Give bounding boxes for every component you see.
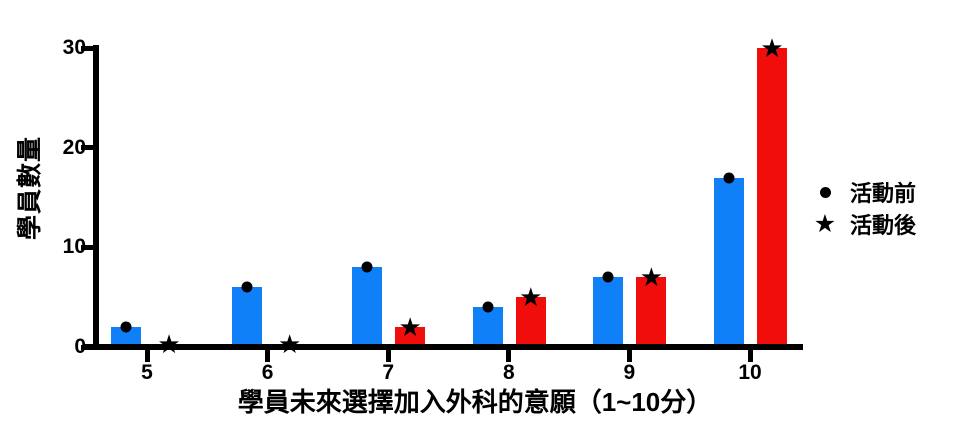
x-tick xyxy=(385,350,391,362)
bar-after xyxy=(636,277,667,350)
x-tick-label: 7 xyxy=(382,361,395,384)
star-marker: ★ xyxy=(277,329,302,359)
y-tick xyxy=(81,244,93,250)
dot-marker xyxy=(602,271,614,283)
x-tick-label: 9 xyxy=(623,361,636,384)
y-tick xyxy=(81,145,93,151)
legend-item-after: ★ 活動後 xyxy=(812,208,916,240)
x-tick xyxy=(506,350,512,362)
x-tick xyxy=(747,350,753,362)
star-marker: ★ xyxy=(398,312,422,343)
x-tick xyxy=(144,350,150,362)
x-tick-label: 5 xyxy=(141,361,153,384)
x-tick-label: 8 xyxy=(502,361,515,384)
y-tick-label: 10 xyxy=(62,235,86,259)
x-tick xyxy=(626,350,632,362)
y-tick xyxy=(81,344,93,350)
y-tick-label: 20 xyxy=(62,135,86,159)
bar-after xyxy=(515,297,546,350)
bar-before xyxy=(714,177,744,350)
legend-label-before: 活動前 xyxy=(850,181,917,206)
dot-marker xyxy=(241,281,253,293)
y-axis-line xyxy=(93,45,99,350)
y-tick-label: 0 xyxy=(74,335,86,358)
y-tick-label: 30 xyxy=(62,36,86,59)
y-tick xyxy=(81,45,93,51)
dot-icon xyxy=(812,186,838,198)
dot-marker xyxy=(482,301,494,313)
x-axis-title: 學員未來選擇加入外科的意願（1~10分） xyxy=(237,387,713,417)
bar-before xyxy=(352,267,383,350)
star-icon: ★ xyxy=(813,209,837,238)
legend-item-before: 活動前 xyxy=(812,176,916,208)
x-tick-label: 6 xyxy=(261,361,274,384)
star-marker: ★ xyxy=(519,282,543,313)
star-marker: ★ xyxy=(760,33,784,63)
bar-before xyxy=(593,277,624,350)
bar-before xyxy=(231,287,262,350)
x-tick xyxy=(265,350,271,362)
legend: 活動前 ★ 活動後 xyxy=(812,176,916,240)
bar-after xyxy=(757,48,787,350)
legend-label-after: 活動後 xyxy=(850,213,917,238)
x-axis-line xyxy=(84,344,803,350)
bar-before xyxy=(472,307,503,350)
star-marker: ★ xyxy=(157,329,181,359)
dot-marker xyxy=(723,172,735,184)
dot-marker xyxy=(120,321,132,333)
star-marker: ★ xyxy=(639,262,664,293)
dot-marker xyxy=(361,261,373,273)
x-tick-label: 10 xyxy=(738,361,762,384)
